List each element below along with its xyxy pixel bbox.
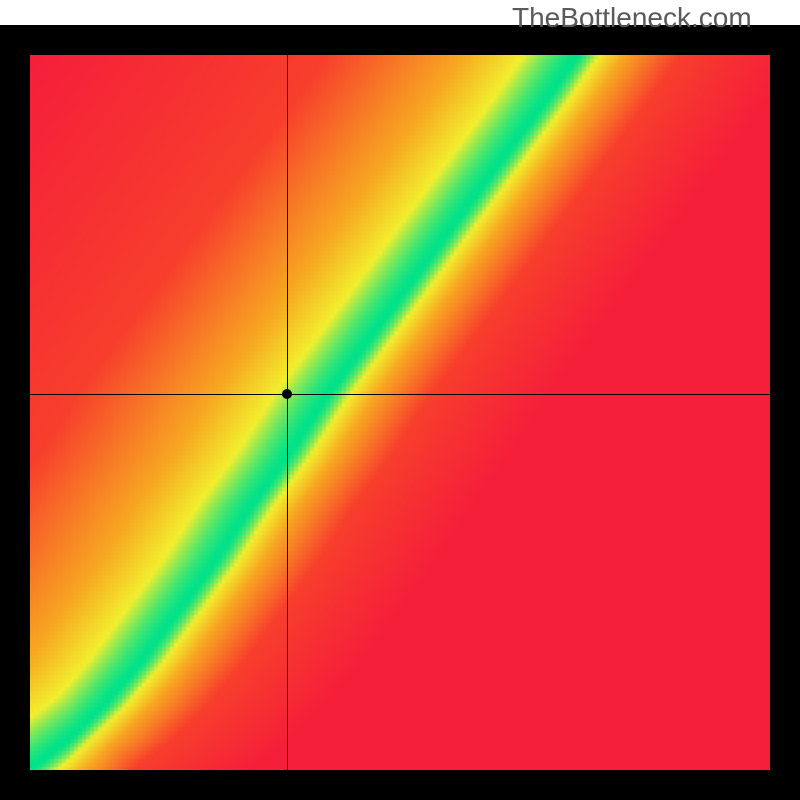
bottleneck-heatmap	[30, 55, 770, 770]
crosshair-horizontal	[30, 394, 770, 395]
crosshair-vertical	[287, 55, 288, 770]
selected-point	[282, 389, 292, 399]
watermark-text: TheBottleneck.com	[512, 2, 752, 34]
